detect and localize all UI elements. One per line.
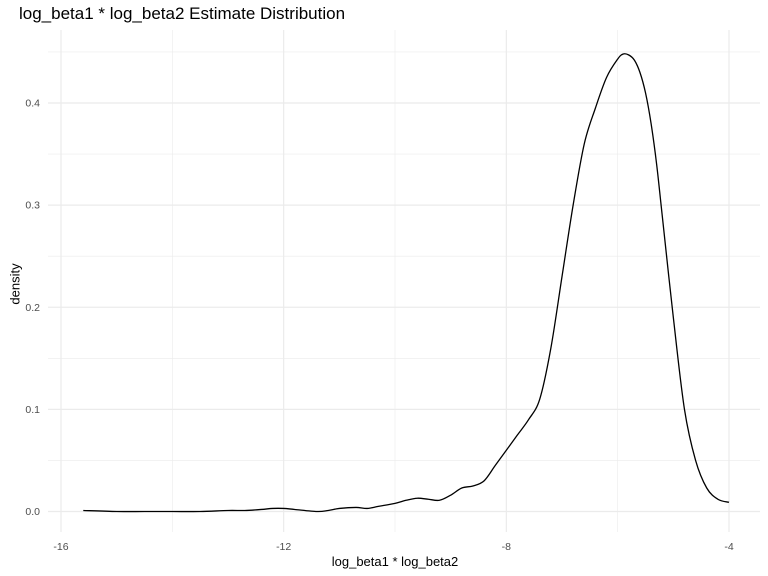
y-tick-label: 0.2 [25, 302, 40, 314]
density-line [83, 53, 730, 513]
y-axis-ticks: 0.0 0.1 0.2 0.3 0.4 [25, 98, 40, 519]
chart-title: log_beta1 * log_beta2 Estimate Distribut… [19, 4, 346, 23]
y-tick-label: 0.0 [25, 506, 40, 518]
y-tick-label: 0.1 [25, 404, 40, 416]
x-axis-ticks: -16 -12 -8 -4 [53, 541, 733, 553]
x-tick-label: -4 [724, 541, 733, 553]
grid-major-lines [48, 30, 760, 532]
data-layer [83, 53, 730, 513]
grid-minor-lines [48, 30, 760, 532]
x-tick-label: -8 [502, 541, 511, 553]
x-axis-title: log_beta1 * log_beta2 [331, 554, 459, 569]
x-tick-label: -12 [276, 541, 291, 553]
x-tick-label: -16 [53, 541, 68, 553]
y-tick-label: 0.4 [25, 98, 40, 110]
y-tick-label: 0.3 [25, 200, 40, 212]
